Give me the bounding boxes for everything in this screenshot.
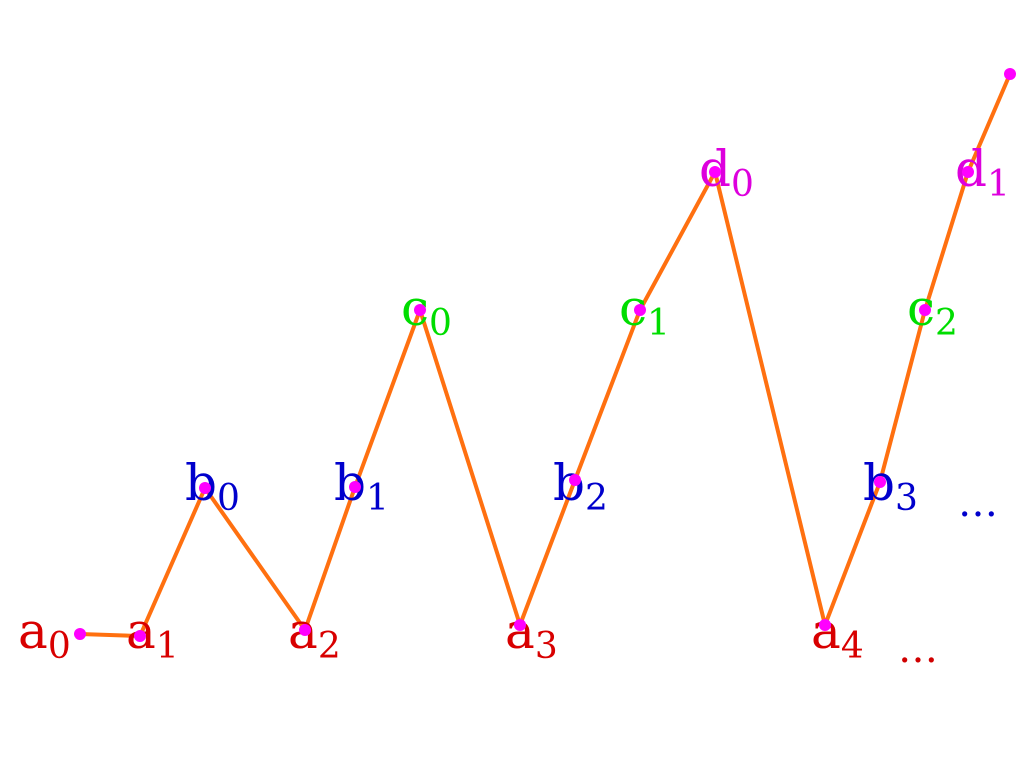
node-dot — [962, 166, 974, 178]
node-dot — [199, 482, 211, 494]
node-dot — [634, 304, 646, 316]
node-label: d0 — [699, 140, 754, 205]
node-letter: a — [18, 602, 48, 660]
node-dot — [709, 166, 721, 178]
node-index: 2 — [585, 478, 608, 519]
node-label: a4 — [811, 602, 864, 667]
node-dot — [349, 481, 361, 493]
node-label: b0 — [185, 454, 240, 519]
ellipsis-blue: … — [958, 480, 998, 526]
node-index: 1 — [647, 303, 670, 344]
dots — [74, 68, 1016, 642]
node-index: 2 — [318, 626, 341, 667]
node-label: b1 — [334, 454, 389, 519]
node-letter: b — [553, 454, 585, 512]
node-letter: a — [811, 602, 841, 660]
labels: a0a1b0a2b1c0a3b2c1d0a4b3c2d1 — [18, 140, 1010, 667]
node-index: 2 — [935, 303, 958, 344]
node-label: c1 — [619, 279, 670, 344]
node-dot — [299, 624, 311, 636]
node-letter: a — [505, 602, 535, 660]
node-label: a0 — [18, 602, 71, 667]
node-index: 1 — [366, 478, 389, 519]
node-label: a3 — [505, 602, 558, 667]
node-dot — [74, 628, 86, 640]
node-label: c0 — [401, 279, 452, 344]
node-letter: b — [185, 454, 217, 512]
node-dot — [414, 304, 426, 316]
ellipsis-red: … — [898, 626, 938, 672]
node-index: 1 — [987, 164, 1010, 205]
node-label: c2 — [907, 279, 958, 344]
node-label: b3 — [863, 454, 918, 519]
node-index: 4 — [841, 626, 864, 667]
node-index: 0 — [48, 626, 71, 667]
node-index: 1 — [156, 626, 179, 667]
node-index: 0 — [429, 303, 452, 344]
node-label: a2 — [288, 602, 341, 667]
node-index: 0 — [731, 164, 754, 205]
node-index: 3 — [895, 478, 918, 519]
node-dot — [569, 474, 581, 486]
node-dot — [819, 619, 831, 631]
node-index: 0 — [217, 478, 240, 519]
node-letter: b — [334, 454, 366, 512]
node-label: b2 — [553, 454, 608, 519]
node-dot — [514, 619, 526, 631]
node-dot — [134, 630, 146, 642]
node-dot — [874, 476, 886, 488]
path-line — [79, 73, 1012, 638]
node-label: a1 — [126, 602, 179, 667]
node-index: 3 — [535, 626, 558, 667]
edges — [79, 73, 1012, 638]
node-dot — [1004, 68, 1016, 80]
node-dot — [919, 304, 931, 316]
